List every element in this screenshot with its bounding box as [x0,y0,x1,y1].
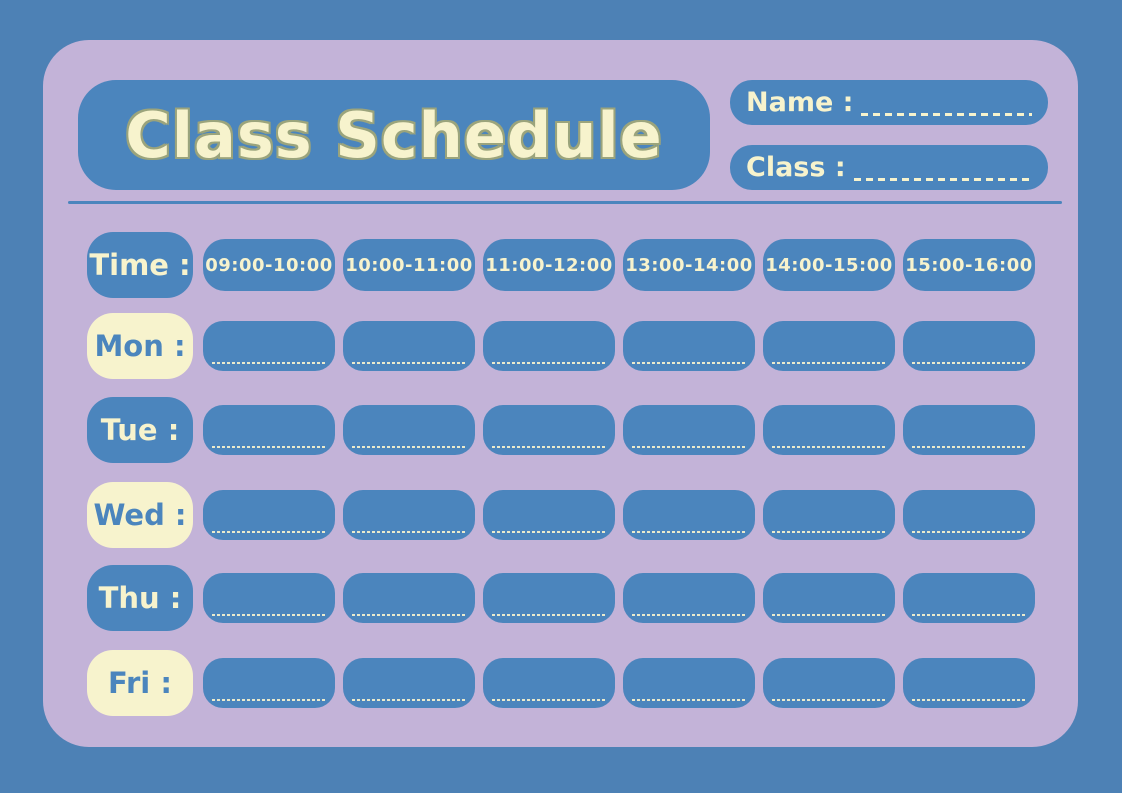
cell-write-line [912,362,1026,364]
cell-write-line [632,614,746,616]
cell-write-line [352,446,466,448]
cell-write-line [352,531,466,533]
class-field[interactable]: Class : [730,145,1048,190]
cell-write-line [492,531,606,533]
schedule-cell-wed-1[interactable] [203,490,335,540]
schedule-row-mon: Mon : [87,313,1035,379]
cell-write-line [912,531,1026,533]
schedule-cell-wed-2[interactable] [343,490,475,540]
schedule-cell-mon-1[interactable] [203,321,335,371]
name-field[interactable]: Name : [730,80,1048,125]
schedule-cell-mon-5[interactable] [763,321,895,371]
schedule-cell-fri-5[interactable] [763,658,895,708]
schedule-cell-tue-2[interactable] [343,405,475,455]
schedule-cell-tue-6[interactable] [903,405,1035,455]
schedule-row-thu: Thu : [87,565,1035,631]
title-banner: Class Schedule [78,80,710,190]
cell-write-line [492,614,606,616]
class-write-line [853,178,1032,181]
time-slot: 13:00-14:00 [623,239,755,291]
cell-write-line [212,362,326,364]
page-title: Class Schedule [125,98,663,172]
schedule-cell-thu-2[interactable] [343,573,475,623]
cell-write-line [772,362,886,364]
cell-write-line [632,362,746,364]
cell-write-line [632,699,746,701]
cell-write-line [912,614,1026,616]
cell-write-line [212,614,326,616]
schedule-cell-tue-3[interactable] [483,405,615,455]
time-slot: 10:00-11:00 [343,239,475,291]
schedule-row-tue: Tue : [87,397,1035,463]
day-label-mon: Mon : [87,313,193,379]
name-write-line [861,113,1032,116]
cell-write-line [632,531,746,533]
schedule-cell-thu-3[interactable] [483,573,615,623]
cell-write-line [912,446,1026,448]
cell-write-line [492,446,606,448]
schedule-cell-mon-2[interactable] [343,321,475,371]
cell-write-line [772,531,886,533]
schedule-cell-fri-6[interactable] [903,658,1035,708]
cell-write-line [352,614,466,616]
schedule-cell-mon-6[interactable] [903,321,1035,371]
cell-list-thu [203,573,1035,623]
schedule-cell-thu-6[interactable] [903,573,1035,623]
schedule-cell-tue-4[interactable] [623,405,755,455]
cell-list-tue [203,405,1035,455]
schedule-card: Class Schedule Name : Class : Time : 09:… [43,40,1078,747]
cell-list-fri [203,658,1035,708]
schedule-cell-wed-4[interactable] [623,490,755,540]
schedule-row-wed: Wed : [87,482,1035,548]
cell-write-line [632,446,746,448]
cell-write-line [492,362,606,364]
cell-write-line [772,446,886,448]
day-label-wed: Wed : [87,482,193,548]
time-slot-list: 09:00-10:00 10:00-11:00 11:00-12:00 13:0… [203,239,1035,291]
schedule-cell-tue-1[interactable] [203,405,335,455]
cell-write-line [352,699,466,701]
day-label-tue: Tue : [87,397,193,463]
cell-write-line [212,699,326,701]
schedule-cell-thu-4[interactable] [623,573,755,623]
time-header-row: Time : 09:00-10:00 10:00-11:00 11:00-12:… [87,232,1035,298]
schedule-cell-thu-1[interactable] [203,573,335,623]
cell-write-line [772,699,886,701]
cell-write-line [772,614,886,616]
schedule-cell-fri-3[interactable] [483,658,615,708]
cell-write-line [212,446,326,448]
schedule-row-fri: Fri : [87,650,1035,716]
schedule-cell-fri-1[interactable] [203,658,335,708]
day-label-thu: Thu : [87,565,193,631]
time-slot: 11:00-12:00 [483,239,615,291]
name-label: Name : [746,87,854,118]
day-label-fri: Fri : [87,650,193,716]
cell-write-line [912,699,1026,701]
cell-list-wed [203,490,1035,540]
cell-list-mon [203,321,1035,371]
schedule-cell-mon-3[interactable] [483,321,615,371]
time-slot: 15:00-16:00 [903,239,1035,291]
header-divider [68,201,1062,204]
cell-write-line [212,531,326,533]
cell-write-line [352,362,466,364]
time-header-label: Time : [87,232,193,298]
schedule-cell-fri-2[interactable] [343,658,475,708]
schedule-cell-tue-5[interactable] [763,405,895,455]
schedule-cell-wed-5[interactable] [763,490,895,540]
cell-write-line [492,699,606,701]
schedule-cell-fri-4[interactable] [623,658,755,708]
schedule-cell-wed-6[interactable] [903,490,1035,540]
schedule-cell-mon-4[interactable] [623,321,755,371]
time-slot: 09:00-10:00 [203,239,335,291]
time-slot: 14:00-15:00 [763,239,895,291]
schedule-cell-wed-3[interactable] [483,490,615,540]
class-label: Class : [746,152,846,183]
schedule-cell-thu-5[interactable] [763,573,895,623]
